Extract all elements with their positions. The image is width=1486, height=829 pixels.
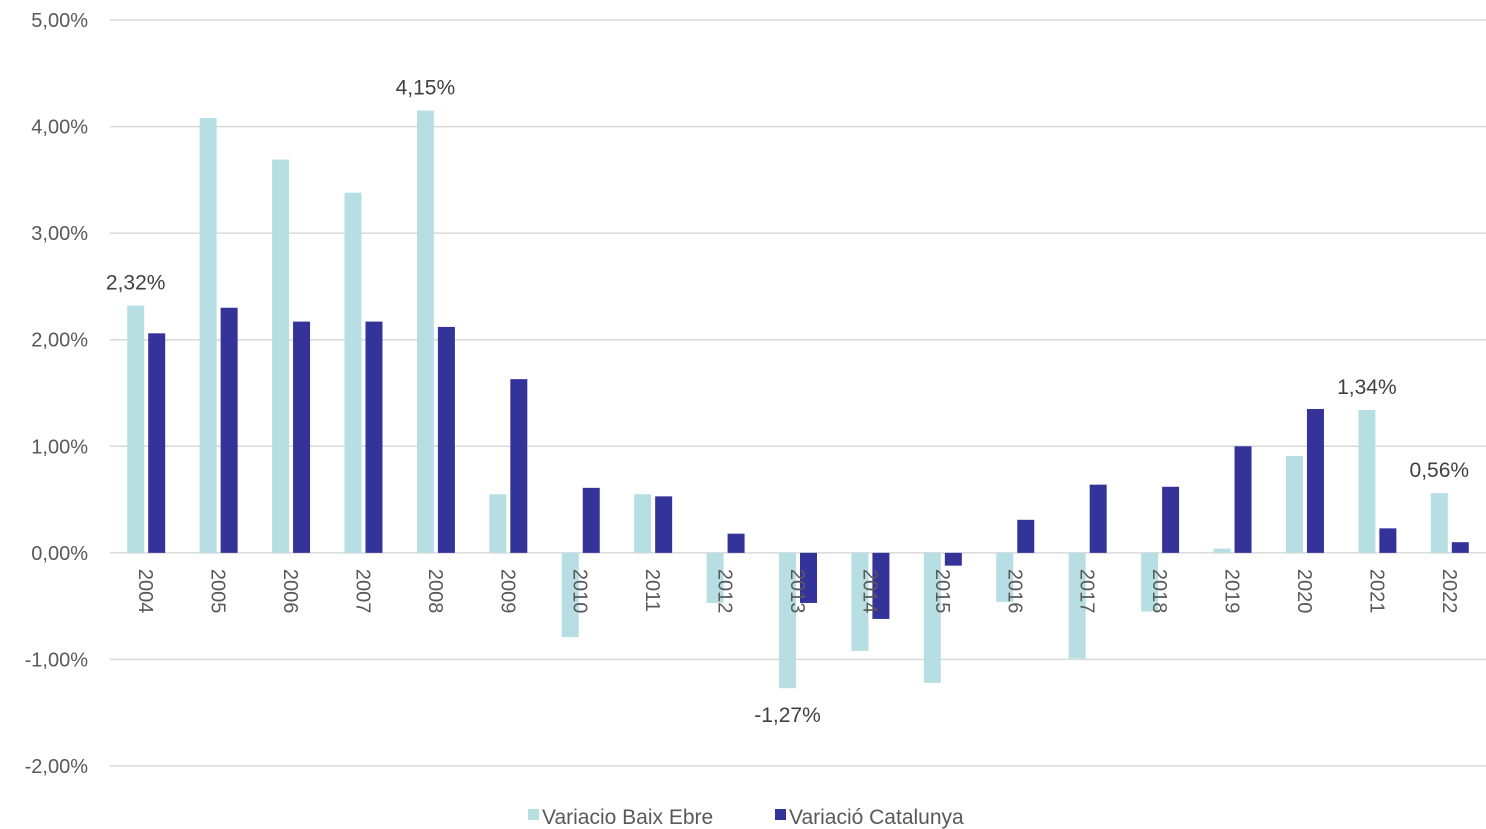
bar-baix-ebre-2009 <box>489 494 507 553</box>
x-tick-label: 2013 <box>786 569 808 614</box>
data-labels: 2,32% 4,15% -1,27% 1,34% 0,56% <box>106 77 1469 728</box>
x-tick-label: 2019 <box>1221 569 1243 614</box>
bar-baix-ebre-2017 <box>1068 552 1086 659</box>
x-tick-label: 2005 <box>207 569 229 614</box>
bar-baix-ebre-2006 <box>272 159 290 553</box>
bar-catalunya-2004 <box>148 333 166 553</box>
bar-baix-ebre-2015 <box>923 552 941 683</box>
bar-baix-ebre-2005 <box>199 118 217 553</box>
data-label: 4,15% <box>396 77 456 100</box>
bar-baix-ebre-2022 <box>1430 493 1448 553</box>
x-tick-label: 2022 <box>1438 569 1460 614</box>
x-tick-label: 2021 <box>1365 569 1387 614</box>
bar-catalunya-2017 <box>1089 484 1107 553</box>
bar-catalunya-2008 <box>437 326 455 553</box>
data-label: 1,34% <box>1337 376 1397 399</box>
y-tick-label: -2,00% <box>25 756 89 778</box>
bar-catalunya-2021 <box>1379 528 1397 553</box>
x-tick-label: 2009 <box>496 569 518 614</box>
x-tick-label: 2007 <box>351 569 373 614</box>
data-label: -1,27% <box>754 704 821 727</box>
bar-baix-ebre-2016 <box>996 552 1014 602</box>
y-tick-label: 2,00% <box>31 330 88 352</box>
bar-baix-ebre-2007 <box>344 192 362 553</box>
x-tick-label: 2004 <box>134 569 156 614</box>
x-tick-label: 2011 <box>641 569 663 612</box>
x-tick-label: 2010 <box>569 569 591 614</box>
x-tick-label: 2014 <box>858 569 880 614</box>
bar-catalunya-2011 <box>655 496 673 553</box>
bar-baix-ebre-2012 <box>706 552 724 603</box>
data-label: 2,32% <box>106 272 166 295</box>
bar-catalunya-2009 <box>510 379 528 553</box>
bar-baix-ebre-2010 <box>561 552 579 638</box>
legend-label: Variació Catalunya <box>789 806 964 829</box>
bar-baix-ebre-2020 <box>1285 455 1303 553</box>
y-tick-label: 0,00% <box>31 543 88 565</box>
x-tick-label: 2015 <box>931 569 953 614</box>
bar-catalunya-2005 <box>220 307 238 553</box>
gridlines <box>110 19 1486 767</box>
bar-baix-ebre-2013 <box>779 552 796 689</box>
bar-baix-ebre-2004 <box>127 305 145 553</box>
bar-baix-ebre-2018 <box>1141 552 1159 612</box>
bar-catalunya-2012 <box>727 533 745 553</box>
x-tick-label: 2008 <box>424 569 446 614</box>
bar-baix-ebre-2011 <box>634 494 652 553</box>
bar-catalunya-2013 <box>800 552 817 603</box>
legend-swatch <box>528 809 539 820</box>
legend: Variacio Baix Ebre Variació Catalunya <box>528 806 964 829</box>
y-tick-label: 3,00% <box>31 223 88 245</box>
legend-label: Variacio Baix Ebre <box>542 806 713 829</box>
data-label: 0,56% <box>1410 459 1470 482</box>
bar-baix-ebre-2014 <box>851 552 869 651</box>
bar-catalunya-2020 <box>1306 408 1324 553</box>
bar-catalunya-2015 <box>944 552 962 566</box>
y-tick-label: 1,00% <box>31 436 88 458</box>
legend-item-baix-ebre: Variacio Baix Ebre <box>528 806 713 829</box>
bar-baix-ebre-2019 <box>1213 548 1231 553</box>
bar-catalunya-2007 <box>365 321 383 553</box>
bar-catalunya-2022 <box>1451 542 1469 553</box>
legend-swatch <box>775 809 786 820</box>
bar-catalunya-2014 <box>872 552 890 619</box>
y-tick-label: 4,00% <box>31 117 88 139</box>
axes: 5,00% 4,00% 3,00% 2,00% 1,00% 0,00% -1,00% -2,0… <box>25 10 1460 778</box>
x-tick-label: 2018 <box>1148 569 1170 614</box>
x-tick-label: 2012 <box>714 569 736 614</box>
bar-catalunya-2010 <box>582 487 600 553</box>
x-tick-label: 2006 <box>279 569 301 614</box>
legend-item-catalunya: Variació Catalunya <box>775 806 964 829</box>
bar-catalunya-2018 <box>1162 486 1180 553</box>
bar-baix-ebre-2021 <box>1358 410 1376 553</box>
y-tick-label: 5,00% <box>31 10 88 32</box>
bar-catalunya-2016 <box>1017 519 1035 553</box>
x-tick-label: 2020 <box>1293 569 1315 614</box>
bars <box>127 110 1469 689</box>
y-tick-label: -1,00% <box>25 649 89 671</box>
x-tick-label: 2017 <box>1076 569 1098 614</box>
bar-baix-ebre-2008 <box>416 110 434 553</box>
x-tick-label: 2016 <box>1003 569 1025 614</box>
bar-catalunya-2019 <box>1234 446 1252 553</box>
bar-catalunya-2006 <box>293 321 311 553</box>
